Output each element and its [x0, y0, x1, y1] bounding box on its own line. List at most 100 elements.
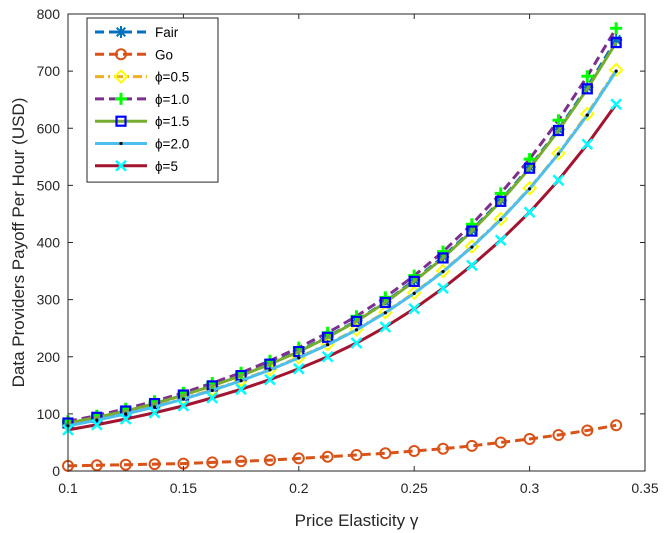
data-point-2-4	[148, 458, 161, 471]
legend-marker-7	[115, 159, 127, 172]
data-point-5-3	[120, 405, 132, 417]
data-point-4-20	[610, 22, 623, 35]
data-point-7-8	[264, 373, 276, 386]
data-point-6-12	[383, 311, 387, 315]
data-point-6-4	[152, 405, 157, 409]
data-point-5-9	[293, 346, 305, 358]
data-point-5-13	[408, 275, 420, 287]
data-point-6-14	[441, 270, 445, 274]
y-tick-label: 800	[37, 6, 61, 22]
data-point-2-9	[292, 452, 305, 465]
data-point-4-14	[437, 245, 450, 258]
data-point-7-19	[581, 138, 594, 151]
data-point-7-17	[523, 206, 536, 219]
data-point-7-15	[466, 259, 478, 272]
data-point-6-6	[210, 388, 214, 393]
legend-marker-5	[115, 115, 127, 127]
data-point-7-4	[148, 406, 161, 419]
y-tick-label: 0	[52, 463, 60, 479]
data-point-6-3	[124, 412, 128, 416]
x-tick-label: 0.35	[631, 480, 658, 496]
data-point-6-20	[614, 69, 618, 73]
data-point-3-18	[551, 145, 566, 161]
data-point-4-15	[465, 218, 478, 231]
data-point-2-17	[523, 433, 536, 446]
y-tick-label: 500	[37, 177, 61, 193]
y-axis-label: Data Providers Payoff Per Hour (USD)	[9, 98, 28, 388]
data-point-5-11	[350, 315, 363, 327]
y-tick-label: 100	[37, 406, 61, 422]
legend-label-4: ϕ=1.0	[155, 92, 189, 107]
y-tick-label: 700	[37, 63, 61, 79]
data-point-6-7	[239, 379, 243, 383]
legend-marker-6	[119, 141, 123, 146]
legend-marker-3	[113, 69, 129, 85]
data-point-2-20	[610, 419, 623, 432]
data-point-2-14	[437, 442, 450, 455]
legend-label-5: ϕ=1.5	[155, 114, 189, 129]
data-point-2-11	[350, 449, 363, 462]
legend-label-3: ϕ=0.5	[155, 70, 189, 85]
data-point-2-8	[263, 454, 276, 467]
data-point-2-15	[465, 439, 478, 452]
data-point-3-19	[579, 106, 595, 122]
data-point-7-7	[235, 383, 247, 396]
data-point-7-20	[610, 98, 623, 111]
data-point-2-2	[90, 459, 103, 472]
x-tick-label: 0.25	[401, 480, 428, 496]
data-point-7-9	[292, 362, 305, 375]
data-point-7-14	[437, 282, 449, 295]
x-tick-label: 0.15	[170, 480, 197, 496]
data-point-6-10	[326, 343, 330, 347]
series-7	[62, 98, 623, 436]
data-point-6-5	[181, 397, 185, 401]
x-tick-label: 0.1	[58, 480, 78, 496]
y-tick-label: 300	[37, 292, 61, 308]
series-layer	[60, 22, 624, 472]
data-point-4-19	[581, 70, 594, 83]
data-point-7-11	[350, 337, 363, 349]
data-point-5-14	[437, 252, 449, 264]
legend: Fair Go ϕ=0.5 ϕ=1.0 ϕ=1.5 ϕ=2.0 ϕ=5	[86, 17, 219, 183]
legend-marker-4	[115, 92, 127, 105]
x-tick-label: 0.2	[289, 480, 309, 496]
series-line-6	[67, 70, 618, 428]
data-point-6-17	[528, 187, 532, 191]
legend-label-7: ϕ=5	[155, 159, 178, 174]
data-point-7-6	[206, 391, 219, 404]
data-point-6-15	[470, 245, 474, 249]
data-point-4-18	[552, 114, 565, 127]
data-point-7-10	[321, 350, 334, 363]
data-point-3-20	[608, 62, 624, 78]
legend-marker-2	[115, 48, 127, 61]
data-point-7-12	[379, 321, 392, 333]
data-point-6-13	[412, 291, 416, 295]
x-tick-label: 0.3	[520, 480, 540, 496]
data-point-2-6	[206, 456, 219, 469]
data-point-7-18	[552, 174, 565, 187]
data-point-2-19	[581, 424, 594, 437]
data-point-7-2	[90, 418, 103, 431]
y-tick-label: 400	[37, 235, 61, 251]
data-point-6-8	[268, 368, 272, 372]
legend-label-6: ϕ=2.0	[155, 137, 189, 152]
series-2	[62, 419, 623, 472]
data-point-5-15	[466, 225, 478, 237]
data-point-7-3	[119, 413, 132, 425]
data-point-7-13	[408, 302, 421, 315]
legend-label-2: Go	[155, 47, 173, 62]
data-point-5-20	[610, 36, 622, 49]
data-point-6-2	[95, 418, 99, 422]
axes-layer: 0.1 0.15 0.2 0.25 0.3 0.35 0 100 200 300 400 500 600…	[37, 6, 659, 496]
legend-label-1: Fair	[155, 25, 179, 40]
data-point-6-18	[556, 152, 561, 156]
y-tick-label: 200	[37, 349, 61, 365]
data-point-1-20	[610, 33, 623, 46]
legend-marker-1	[115, 26, 127, 38]
data-point-6-16	[499, 218, 503, 222]
data-point-2-18	[552, 429, 565, 442]
data-point-7-16	[494, 234, 507, 247]
data-point-5-17	[523, 162, 536, 174]
data-point-7-5	[177, 399, 190, 412]
data-point-2-7	[235, 455, 248, 468]
